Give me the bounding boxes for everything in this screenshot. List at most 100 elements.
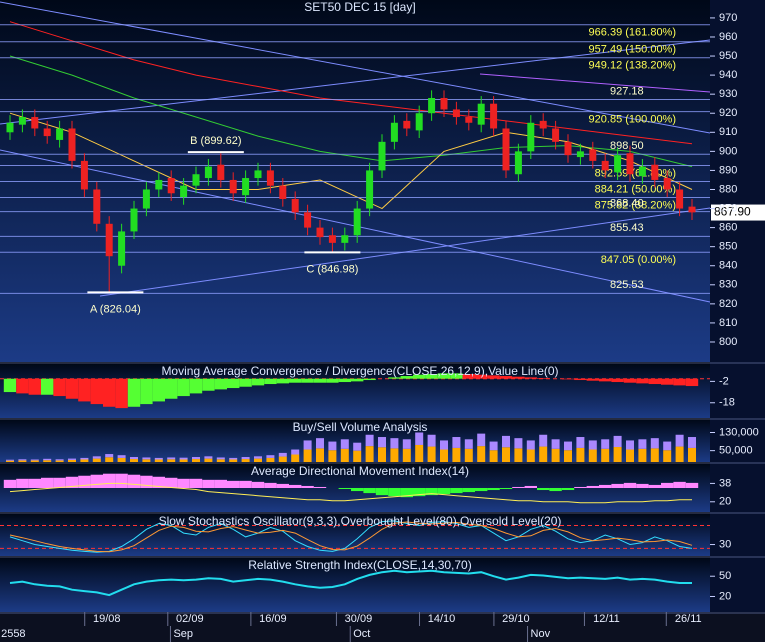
di-bar bbox=[487, 488, 500, 491]
volume-bar bbox=[539, 446, 548, 462]
di-bar bbox=[127, 474, 141, 488]
rsi-background bbox=[0, 558, 710, 612]
macd-bar bbox=[437, 373, 451, 379]
macd-bar bbox=[661, 378, 674, 385]
volume-bar bbox=[179, 459, 188, 462]
candle-body bbox=[452, 109, 460, 118]
month-label: 2558 bbox=[1, 628, 25, 640]
volume-bar bbox=[526, 449, 535, 462]
di-bar bbox=[3, 479, 17, 488]
panel-title: Slow Stochastics Oscillator(9,3,3),Overb… bbox=[159, 514, 562, 528]
x-tick-label: 02/09 bbox=[176, 613, 204, 625]
di-bar bbox=[16, 478, 29, 488]
macd-bar bbox=[475, 374, 488, 379]
macd-bar bbox=[90, 378, 103, 405]
macd-bar bbox=[289, 378, 302, 383]
di-bar bbox=[450, 488, 463, 494]
candle-body bbox=[242, 178, 250, 196]
volume-bar bbox=[464, 439, 473, 449]
volume-bar bbox=[601, 448, 610, 462]
volume-bar bbox=[105, 457, 114, 462]
macd-bar bbox=[127, 378, 141, 407]
candle-body bbox=[254, 170, 262, 179]
di-bar bbox=[28, 478, 41, 488]
volume-bar bbox=[80, 457, 89, 460]
macd-bar bbox=[623, 378, 637, 383]
candle-body bbox=[130, 208, 138, 232]
volume-bar bbox=[675, 446, 684, 462]
candle-body bbox=[663, 178, 671, 190]
di-bar bbox=[313, 486, 327, 488]
y-tick-label: 960 bbox=[719, 31, 737, 43]
volume-bar bbox=[92, 458, 101, 462]
level-label: 868.40 bbox=[610, 198, 644, 210]
volume-bar bbox=[117, 455, 126, 458]
last-price-box bbox=[711, 204, 765, 221]
volume-bar bbox=[291, 454, 300, 462]
volume-bar bbox=[402, 448, 411, 462]
level-label: 949.12 (138.20%) bbox=[589, 60, 676, 72]
candle-body bbox=[80, 160, 88, 190]
candle-body bbox=[180, 185, 188, 198]
panel-title: SET50 DEC 15 [day] bbox=[304, 0, 415, 14]
volume-bar bbox=[192, 459, 200, 462]
volume-bar bbox=[254, 458, 262, 462]
candle-body bbox=[291, 199, 299, 213]
macd-bar bbox=[450, 373, 463, 379]
di-bar bbox=[437, 488, 451, 495]
volume-bar bbox=[179, 457, 188, 460]
x-tick-label: 12/11 bbox=[593, 613, 620, 625]
candle-body bbox=[676, 189, 684, 209]
di-bar bbox=[623, 482, 637, 488]
candle-body bbox=[651, 164, 659, 180]
di-bar bbox=[289, 484, 302, 488]
macd-bar bbox=[313, 378, 327, 383]
level-label: 875.82 (38.20%) bbox=[595, 199, 676, 211]
volume-bar bbox=[477, 433, 486, 447]
macd-bar bbox=[537, 378, 550, 379]
volume-bar bbox=[638, 439, 647, 449]
macd-bar bbox=[685, 378, 699, 387]
volume-bar bbox=[303, 449, 312, 462]
di-bar bbox=[549, 488, 562, 492]
volume-bar bbox=[626, 449, 634, 462]
macd-bar bbox=[326, 378, 339, 383]
y-tick-label: 130,000 bbox=[719, 426, 759, 438]
volume-bar bbox=[204, 458, 213, 462]
y-tick-label: 830 bbox=[719, 279, 737, 291]
month-label: Sep bbox=[173, 628, 193, 640]
di-bar bbox=[152, 476, 165, 488]
candle-body bbox=[477, 103, 485, 125]
volume-bar bbox=[415, 432, 424, 445]
volume-bar bbox=[303, 440, 312, 450]
macd-bar bbox=[524, 377, 537, 379]
volume-bar bbox=[353, 442, 362, 451]
volume-bar bbox=[229, 457, 238, 460]
volume-bar bbox=[440, 449, 448, 462]
volume-bar bbox=[390, 438, 399, 449]
volume-bar bbox=[576, 437, 585, 448]
y-tick-label: 900 bbox=[719, 145, 737, 157]
candle-body bbox=[142, 189, 150, 209]
di-bar bbox=[65, 476, 79, 488]
volume-bar bbox=[43, 458, 52, 461]
panel-title: Buy/Sell Volume Analysis bbox=[293, 420, 428, 434]
y-tick-label: 940 bbox=[719, 69, 737, 81]
macd-bar bbox=[16, 378, 29, 394]
volume-bar bbox=[551, 448, 560, 462]
candle-body bbox=[378, 141, 386, 171]
di-bar bbox=[115, 473, 128, 488]
y-tick-label: 910 bbox=[719, 126, 737, 138]
candle-body bbox=[428, 97, 436, 114]
candle-body bbox=[390, 122, 398, 142]
macd-bar bbox=[140, 378, 153, 405]
di-bar bbox=[561, 488, 575, 491]
y-tick-label: 870 bbox=[719, 202, 737, 214]
di-bar bbox=[611, 483, 624, 488]
volume-bar bbox=[452, 447, 461, 462]
volume-bar bbox=[105, 454, 114, 458]
di-bar bbox=[685, 482, 699, 488]
macd-bar bbox=[561, 378, 575, 380]
candle-body bbox=[341, 235, 349, 243]
di-bar bbox=[413, 488, 426, 497]
